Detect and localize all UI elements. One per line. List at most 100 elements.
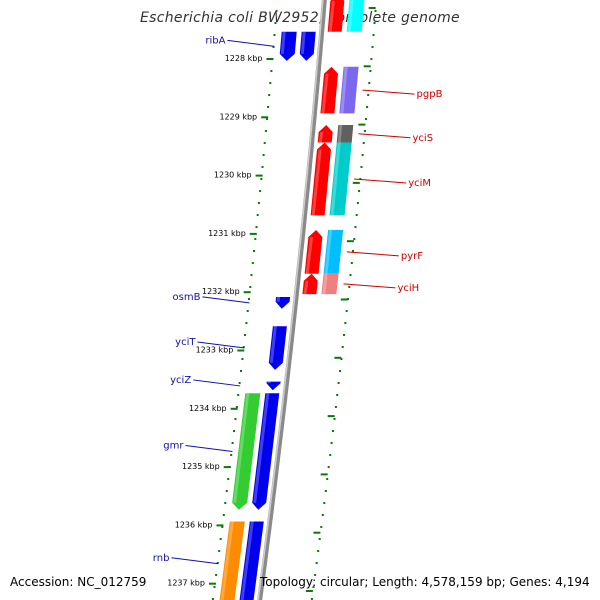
right-dotted-guide [326,478,329,480]
right-dotted-guide [343,334,345,336]
gmr-gene-cog-arrow [232,393,261,510]
pgpB-gene-arrow-shade [321,73,329,114]
left-dotted-guide [266,118,268,120]
left-dotted-guide [269,82,272,84]
ruler-label: 1236 kbp [175,520,213,529]
rnb-leader-line [171,557,219,565]
ruler-label: 1237 kbp [167,579,205,588]
right-dotted-guide [367,94,370,96]
yciH-leader-line [343,283,396,289]
yciM-gene-arrow [310,142,331,216]
gmr-gene-cog-arrow-shade [233,393,250,503]
yciM-gene-cog-band [329,142,352,216]
ruler-label: 1228 kbp [225,54,263,63]
left-dotted-guide [240,370,242,372]
right-dotted-guide [320,526,323,528]
right-dotted-guide [327,466,330,468]
right-dotted-guide [350,262,353,264]
yciM-gene-label: yciM [408,178,431,189]
right-dotted-guide [365,118,367,120]
ribA-gene-cog-arrow-shade [280,31,286,54]
right-dotted-guide [340,358,343,360]
left-dotted-guide [234,418,237,420]
right-dotted-guide [339,370,341,372]
ruler-label: 1234 kbp [189,404,227,413]
left-dotted-guide [241,358,244,360]
gmr-gene-label: gmr [163,441,184,452]
left-dotted-guide [268,94,271,96]
right-dotted-guide [366,106,369,108]
yciH-gene-arrow [302,273,318,295]
ruler: 1228 kbp 1229 kbp 1230 kbp 1231 kbp 1232 kbp… [167,7,376,592]
ribA-gene-arrow [299,31,316,61]
left-dotted-guide [216,562,219,564]
right-dotted-guide [324,490,327,492]
right-dotted-guide [363,130,366,132]
osmB-gene-label: osmB [173,292,201,303]
yciS-gene-cog-band [336,125,354,143]
left-dotted-guide [225,490,228,492]
rnb-gene-cog-arrow [219,521,245,600]
left-dotted-guide [250,274,253,276]
right-dotted-guide [361,154,364,156]
yciS-gene-arrow-shade [318,132,324,143]
right-dotted-guide [312,586,315,588]
pyrF-gene-arrow [304,230,323,274]
right-dotted-guide [374,10,377,12]
left-dotted-guide [273,34,276,36]
pyrF-gene-label: pyrF [401,251,423,262]
rnb-gene-arrow-shade [240,521,254,600]
ruler-label: 1233 kbp [196,346,234,355]
right-dotted-guide [310,598,313,600]
left-dotted-guide [245,322,248,324]
ruler-label: 1229 kbp [219,112,257,121]
yciM-leader-line [354,178,407,184]
right-dotted-guide [333,418,336,420]
right-dotted-guide [337,382,340,384]
left-dotted-guide [221,526,224,528]
right-dotted-guide [358,190,361,192]
yciT-gene-arrow [268,326,287,370]
left-dotted-guide [213,586,216,588]
genome-backbone [257,0,327,600]
rnb-gene-arrow [239,521,264,600]
right-dotted-guide [341,346,344,348]
yciS-gene-cog-band-shade [337,125,343,143]
ruler-label: 1230 kbp [214,171,252,180]
right-dotted-guide [321,514,324,516]
left-dotted-guide [262,154,265,156]
map-title: Escherichia coli BW2952, complete genome [140,10,460,26]
left-dotted-guide [227,478,230,480]
left-dotted-guide [259,190,262,192]
unnamed-gene-arrow [327,0,345,32]
ruler-label: 1231 kbp [208,229,246,238]
left-dotted-guide [264,130,267,132]
right-dotted-guide [360,166,363,168]
left-dotted-guide [256,214,259,216]
left-dotted-guide [215,574,218,576]
pgpB-gene-cog-band-shade [340,66,348,114]
left-dotted-guide [211,598,214,600]
gmr-leader-line [185,445,233,453]
ribA-leader-line [227,39,275,47]
backbone-highlight [257,0,324,600]
left-dotted-guide [260,178,263,180]
left-dotted-guide [257,202,260,204]
right-dotted-guide [336,394,339,396]
right-dotted-guide [370,58,373,60]
right-dotted-guide [318,538,321,540]
right-dotted-guide [332,430,334,432]
gmr-gene-arrow-shade [253,393,270,503]
left-dotted-guide [251,262,254,264]
left-dotted-guide [254,238,257,240]
yciH-gene-cog-band [321,273,339,295]
yciZ-leader-line [193,379,241,387]
left-dotted-guide [275,10,278,12]
ruler-label: 1235 kbp [182,462,220,471]
yciH-gene-arrow-shade [303,280,309,295]
left-dotted-guide [274,22,277,24]
left-dotted-guide [270,70,273,72]
ribA-gene-label: ribA [205,35,225,46]
right-dotted-guide [344,322,347,324]
